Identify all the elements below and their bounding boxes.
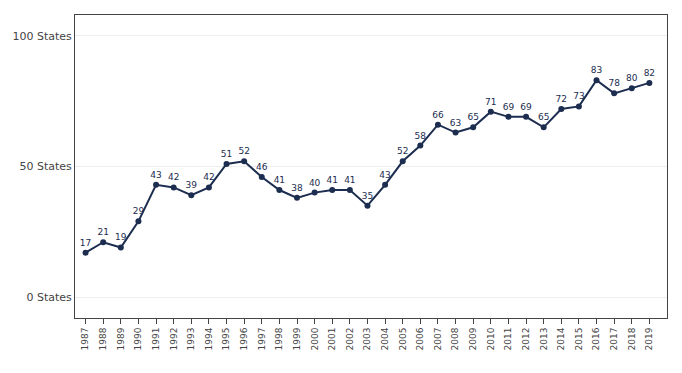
svg-text:35: 35 xyxy=(362,191,373,201)
svg-text:2009: 2009 xyxy=(468,327,478,350)
svg-text:1999: 1999 xyxy=(292,327,302,350)
svg-text:83: 83 xyxy=(591,65,602,75)
svg-text:38: 38 xyxy=(291,183,303,193)
svg-text:2015: 2015 xyxy=(574,328,584,351)
svg-text:42: 42 xyxy=(168,172,179,182)
svg-text:41: 41 xyxy=(274,175,285,185)
svg-text:2018: 2018 xyxy=(627,327,637,350)
svg-text:43: 43 xyxy=(379,170,390,180)
svg-text:65: 65 xyxy=(538,112,549,122)
svg-text:78: 78 xyxy=(608,78,620,88)
svg-text:43: 43 xyxy=(150,170,161,180)
svg-text:2010: 2010 xyxy=(486,327,496,350)
svg-text:73: 73 xyxy=(573,91,584,101)
svg-text:2016: 2016 xyxy=(591,327,601,350)
svg-text:50 States: 50 States xyxy=(19,160,72,173)
svg-text:66: 66 xyxy=(432,110,444,120)
svg-text:2008: 2008 xyxy=(450,327,460,350)
svg-text:2012: 2012 xyxy=(521,328,531,351)
svg-text:80: 80 xyxy=(626,73,638,83)
svg-text:63: 63 xyxy=(450,118,461,128)
svg-text:52: 52 xyxy=(397,146,408,156)
svg-text:41: 41 xyxy=(327,175,338,185)
svg-text:51: 51 xyxy=(221,149,232,159)
svg-text:1994: 1994 xyxy=(204,327,214,350)
svg-text:2006: 2006 xyxy=(415,327,425,350)
svg-text:2002: 2002 xyxy=(345,328,355,351)
svg-text:69: 69 xyxy=(503,102,515,112)
svg-text:1988: 1988 xyxy=(98,327,108,350)
svg-text:2004: 2004 xyxy=(380,327,390,350)
svg-text:29: 29 xyxy=(133,206,145,216)
svg-text:2017: 2017 xyxy=(609,328,619,351)
svg-text:71: 71 xyxy=(485,97,496,107)
svg-text:2003: 2003 xyxy=(362,328,372,351)
svg-text:1991: 1991 xyxy=(151,328,161,351)
svg-text:100 States: 100 States xyxy=(12,30,72,43)
svg-text:1990: 1990 xyxy=(133,327,143,350)
svg-text:2014: 2014 xyxy=(556,327,566,350)
svg-text:42: 42 xyxy=(203,172,214,182)
svg-text:39: 39 xyxy=(186,180,198,190)
svg-text:2001: 2001 xyxy=(327,328,337,351)
svg-text:82: 82 xyxy=(644,68,655,78)
svg-text:1993: 1993 xyxy=(186,328,196,351)
svg-text:69: 69 xyxy=(520,102,532,112)
svg-text:65: 65 xyxy=(467,112,478,122)
svg-text:17: 17 xyxy=(80,238,91,248)
svg-text:52: 52 xyxy=(238,146,249,156)
svg-text:58: 58 xyxy=(415,131,427,141)
svg-text:46: 46 xyxy=(256,162,268,172)
svg-text:41: 41 xyxy=(344,175,355,185)
svg-text:1995: 1995 xyxy=(221,328,231,351)
svg-text:1996: 1996 xyxy=(239,327,249,350)
svg-text:1997: 1997 xyxy=(257,328,267,351)
svg-text:1992: 1992 xyxy=(169,328,179,351)
svg-text:2011: 2011 xyxy=(503,328,513,351)
svg-text:40: 40 xyxy=(309,178,321,188)
svg-text:1998: 1998 xyxy=(274,327,284,350)
svg-text:2019: 2019 xyxy=(644,327,654,350)
svg-text:2007: 2007 xyxy=(433,328,443,351)
svg-text:2005: 2005 xyxy=(398,328,408,351)
svg-text:2000: 2000 xyxy=(310,327,320,350)
svg-text:19: 19 xyxy=(115,232,127,242)
svg-text:1989: 1989 xyxy=(116,327,126,350)
svg-text:72: 72 xyxy=(556,94,567,104)
svg-text:1987: 1987 xyxy=(80,328,90,351)
svg-text:0 States: 0 States xyxy=(26,291,72,304)
svg-text:2013: 2013 xyxy=(539,328,549,351)
svg-text:21: 21 xyxy=(97,227,108,237)
